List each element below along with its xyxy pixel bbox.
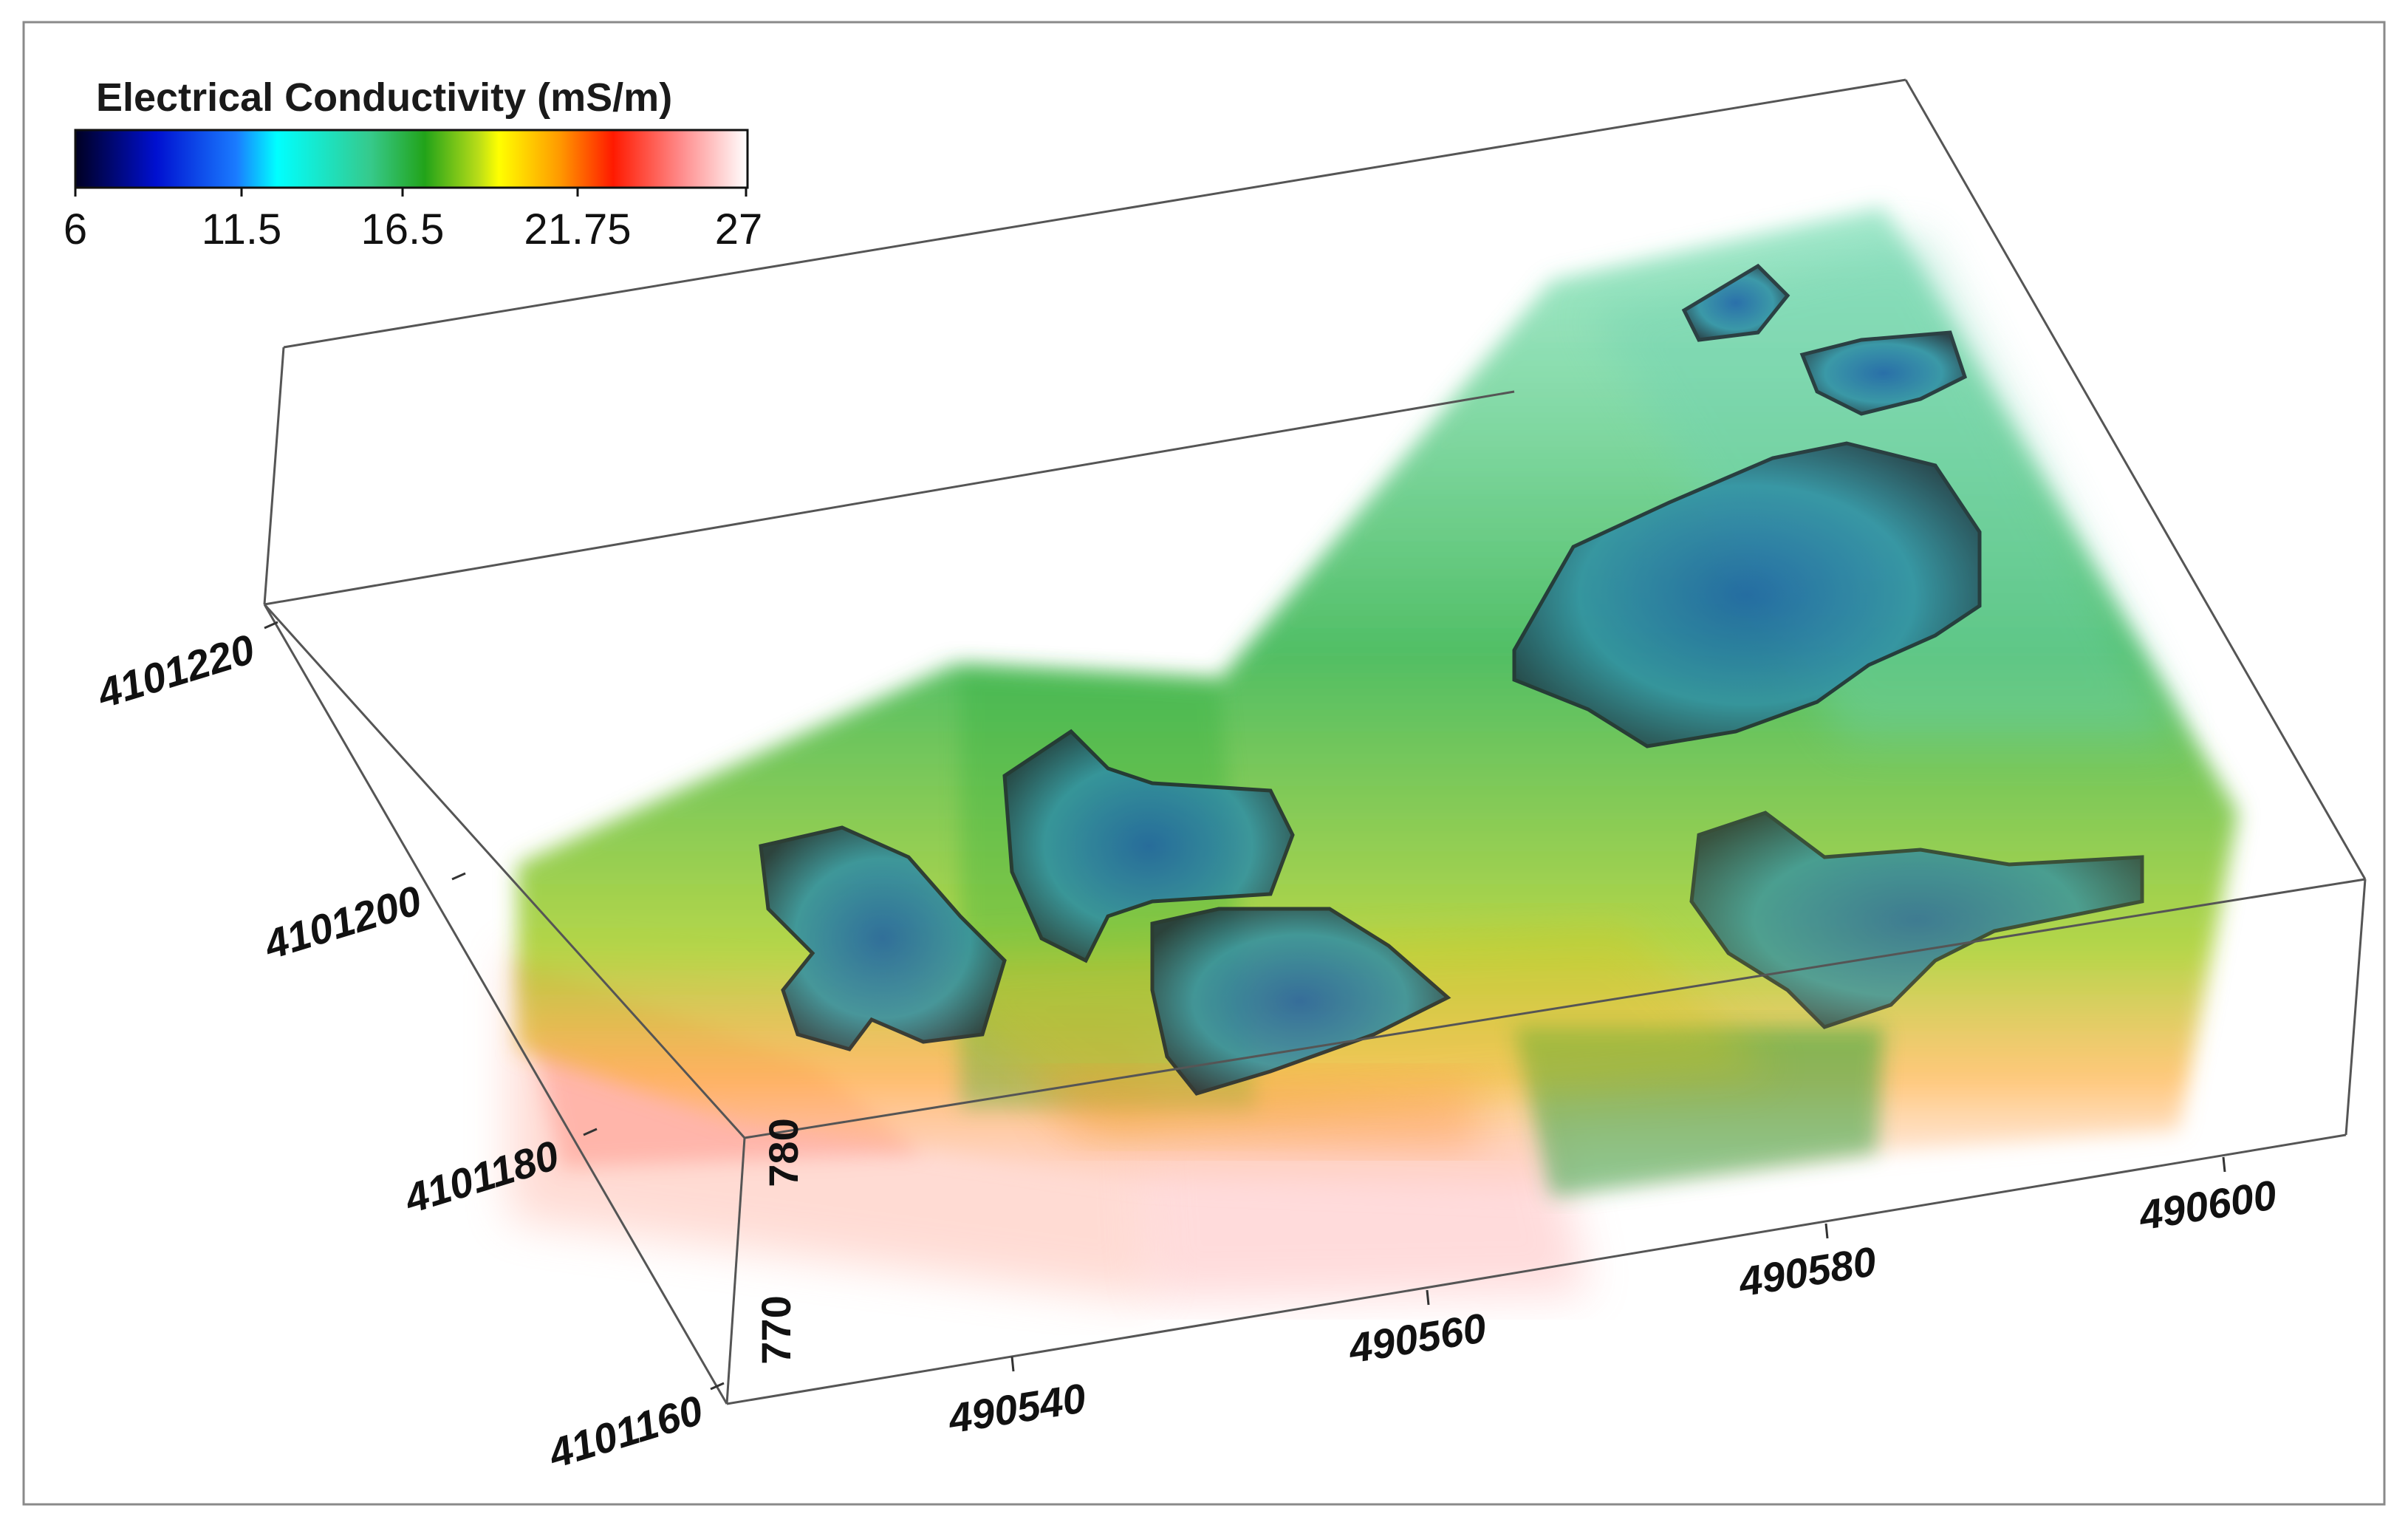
y-tick-label: 4101160	[543, 1386, 708, 1477]
colorbar-tick-label: 16.5	[361, 205, 445, 253]
y-tick-label: 4101200	[259, 876, 427, 968]
x-tick-label: 490600	[2135, 1171, 2279, 1239]
bounding-box	[263, 78, 2367, 1405]
z-tick-label: 780	[760, 1118, 807, 1187]
figure-border	[22, 21, 2386, 1506]
x-tick-label: 490580	[1735, 1238, 1879, 1306]
colorbar-legend: Electrical Conductivity (mS/m) 6 11.5 16…	[64, 75, 762, 253]
colorbar-tick-label: 6	[64, 205, 87, 253]
x-tick-label: 490560	[1345, 1304, 1489, 1372]
y-tick-label: 4101220	[92, 625, 260, 717]
colorbar-tick-label: 11.5	[202, 205, 282, 253]
colorbar-tick-marks	[74, 188, 748, 197]
z-tick-label: 770	[753, 1295, 799, 1364]
legend-title: Electrical Conductivity (mS/m)	[96, 75, 672, 120]
colorbar-tick-label: 21.75	[524, 205, 631, 253]
x-tick-label: 490540	[945, 1374, 1089, 1442]
colorbar-tick-label: 27	[715, 205, 763, 253]
colorbar	[74, 129, 749, 189]
isosurface-bodies	[759, 263, 2144, 1096]
z-axis: 780 770	[753, 1118, 807, 1364]
